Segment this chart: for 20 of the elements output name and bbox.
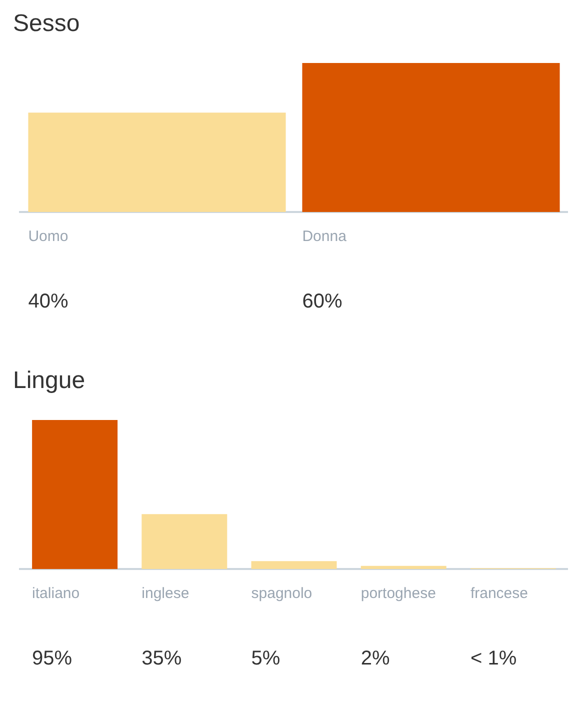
x-tick-label: inglese (142, 585, 190, 602)
x-tick-label: spagnolo (251, 585, 312, 602)
x-tick-label: Uomo (28, 228, 68, 246)
data-label: 35% (142, 648, 182, 670)
x-tick-label: francese (470, 585, 528, 602)
data-label: 40% (28, 290, 68, 313)
x-tick-label: italiano (32, 585, 80, 602)
bar (142, 514, 228, 569)
data-label: < 1% (470, 648, 517, 670)
bar (251, 561, 337, 569)
data-label: 5% (251, 648, 280, 670)
x-tick-label: Donna (302, 228, 348, 246)
bar (32, 420, 118, 569)
data-label: 60% (302, 290, 342, 313)
data-label: 2% (360, 648, 390, 670)
chart-title: Sesso (12, 9, 81, 39)
x-tick-label: portoghese (360, 585, 436, 602)
bar (360, 566, 446, 569)
chart-title: Lingue (12, 366, 86, 396)
data-label: 95% (32, 648, 72, 670)
